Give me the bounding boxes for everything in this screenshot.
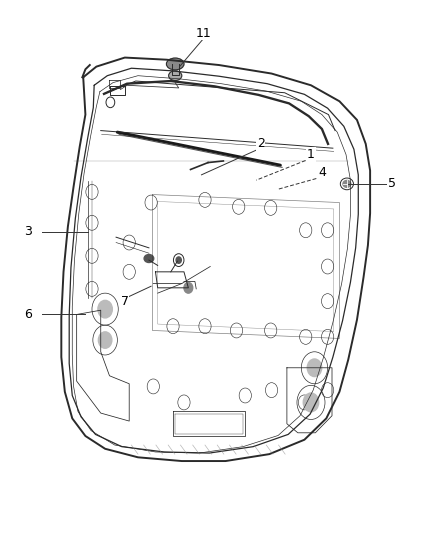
Text: 1: 1 — [307, 148, 315, 161]
Text: 4: 4 — [318, 166, 326, 179]
Circle shape — [307, 359, 321, 376]
Ellipse shape — [343, 180, 351, 188]
Ellipse shape — [144, 255, 154, 263]
Text: 3: 3 — [25, 225, 32, 238]
Text: 2: 2 — [257, 138, 265, 150]
Ellipse shape — [166, 58, 184, 70]
Circle shape — [98, 301, 112, 318]
Text: 7: 7 — [121, 295, 129, 308]
Text: 11: 11 — [196, 27, 212, 39]
Circle shape — [184, 282, 193, 293]
Circle shape — [99, 332, 112, 348]
Circle shape — [303, 393, 319, 412]
Text: 6: 6 — [25, 308, 32, 321]
Text: 5: 5 — [388, 177, 396, 190]
Circle shape — [176, 257, 181, 263]
Ellipse shape — [169, 71, 182, 80]
